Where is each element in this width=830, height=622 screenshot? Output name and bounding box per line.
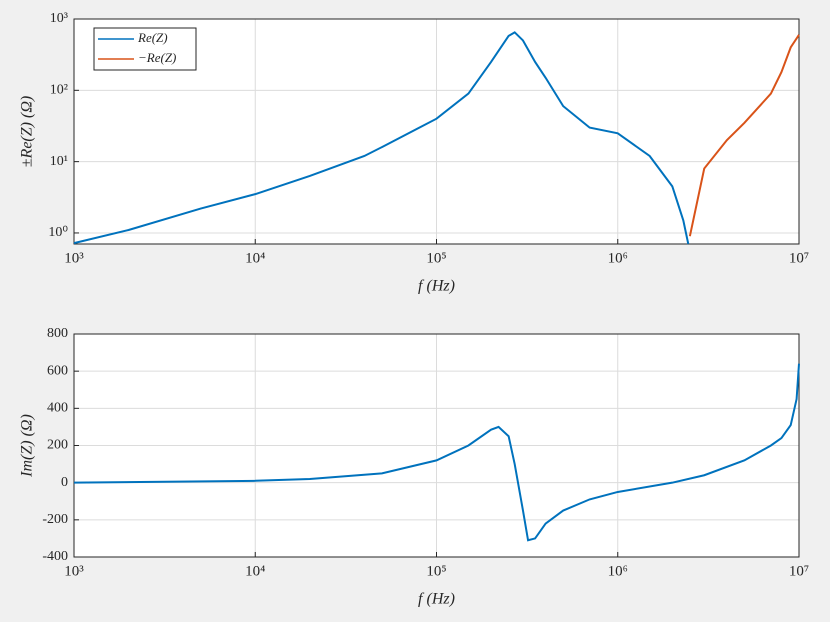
y-tick-label: 200 xyxy=(47,438,68,453)
series-line xyxy=(688,34,800,237)
legend-box xyxy=(93,27,197,71)
y-axis-label: ±Re(Z) (Ω) xyxy=(19,96,36,167)
y-tick-label: 10⁰ xyxy=(48,225,68,240)
axes-box xyxy=(73,18,800,245)
y-tick-label: -400 xyxy=(42,549,68,564)
y-tick-label: -200 xyxy=(42,512,68,527)
x-tick-label: 10⁶ xyxy=(608,250,628,266)
y-tick-label: 800 xyxy=(47,326,68,341)
x-tick-label: 10³ xyxy=(64,563,84,579)
x-axis-label: f (Hz) xyxy=(418,591,455,608)
y-tick-label: 10¹ xyxy=(50,154,68,169)
y-tick-label: 0 xyxy=(61,475,68,490)
x-axis-label: f (Hz) xyxy=(418,278,455,295)
series-line xyxy=(73,31,690,245)
legend-label: −Re(Z) xyxy=(138,50,176,65)
x-tick-label: 10⁶ xyxy=(608,563,628,579)
x-tick-label: 10⁷ xyxy=(789,250,809,266)
y-tick-label: 10² xyxy=(50,83,68,98)
x-tick-label: 10⁴ xyxy=(245,250,265,266)
y-tick-label: 600 xyxy=(47,363,68,378)
x-tick-label: 10⁵ xyxy=(426,250,446,266)
y-tick-label: 400 xyxy=(47,401,68,416)
legend-label: Re(Z) xyxy=(137,30,168,45)
x-tick-label: 10⁷ xyxy=(789,563,809,579)
axes-box xyxy=(73,333,800,558)
x-tick-label: 10³ xyxy=(64,250,84,266)
x-tick-label: 10⁴ xyxy=(245,563,265,579)
y-tick-label: 10³ xyxy=(50,11,68,26)
y-axis-label: Im(Z) (Ω) xyxy=(19,414,36,478)
series-line xyxy=(73,363,800,542)
x-tick-label: 10⁵ xyxy=(426,563,446,579)
